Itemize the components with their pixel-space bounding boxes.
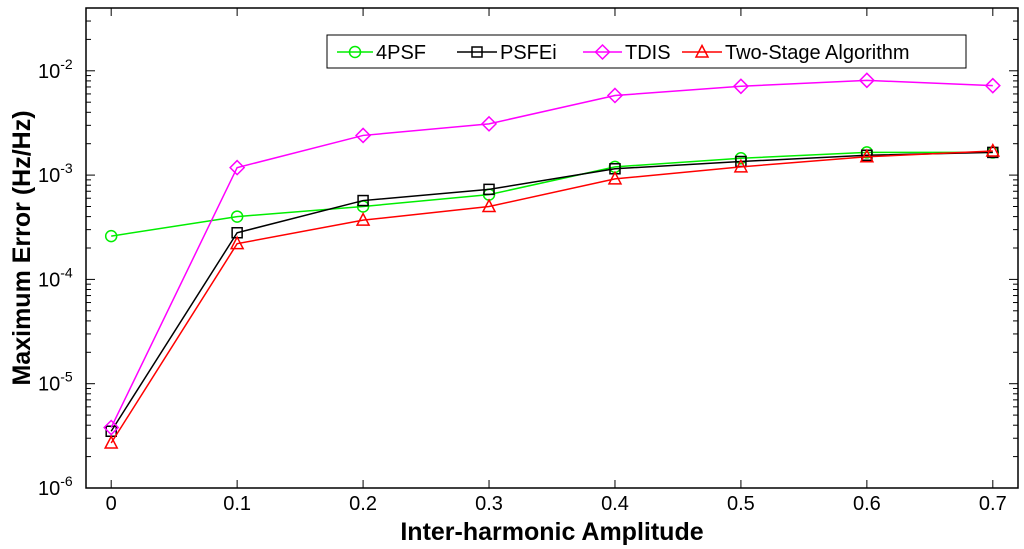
data-point-tdis [229,159,246,176]
data-point-tdis [103,419,120,436]
x-tick-label: 0.7 [979,493,1007,515]
data-point-two-stage-algorithm [859,148,875,163]
legend-label-psfei: PSFEi [500,42,557,64]
x-tick-label: 0.6 [853,493,881,515]
series-line-two-stage-algorithm [110,150,993,444]
y-tick-label: 10-2 [38,56,73,83]
series-line-tdis [110,79,993,428]
data-point-psfei [483,183,495,196]
data-point-two-stage-algorithm [229,235,245,250]
x-tick-label: 0.2 [349,493,377,515]
legend-marker-psfei [471,46,483,58]
y-tick-label: 10-3 [38,160,73,187]
series-tdis [103,72,1001,436]
data-point-two-stage-algorithm [733,158,749,173]
data-point-two-stage-algorithm [355,212,371,226]
data-point-psfei [357,194,369,207]
x-axis: 0 0.1 0.2 0.3 0.4 0.5 0.6 0.7 [106,8,1007,515]
data-point-psfei [987,146,999,159]
data-point-tdis [355,127,372,144]
legend-marker-two-stage-algorithm [694,43,710,58]
data-point-two-stage-algorithm [985,142,1001,157]
data-point-tdis [480,115,498,132]
series-line-4psf [111,151,993,237]
series-line-psfei [110,151,993,432]
data-point-tdis [732,78,749,95]
data-point-tdis [984,77,1001,94]
y-tick-label: 10-6 [38,473,73,500]
legend-label-tdis: TDIS [625,42,671,64]
data-point-4psf [230,210,244,223]
legend-marker-tdis [594,43,611,61]
series-two-stage-algorithm [103,142,1001,449]
y-tick-label: 10-5 [38,369,73,396]
data-point-two-stage-algorithm [103,434,119,449]
y-axis: 10-6 10-5 10-4 10-3 10-2 [38,7,1018,500]
legend-label-4psf: 4PSF [376,42,426,64]
legend-marker-4psf [348,45,362,59]
series-layer [103,72,1001,449]
legend: 4PSF PSFEi TDIS Two-Stage Algorithm [326,34,967,69]
plot-area [85,7,1019,489]
y-axis-title: Maximum Error (Hz/Hz) [8,110,36,385]
data-point-tdis [858,72,875,89]
data-point-tdis [606,87,624,104]
data-point-two-stage-algorithm [481,198,497,213]
data-point-two-stage-algorithm [607,170,623,185]
legend-label-two-stage-algorithm: Two-Stage Algorithm [725,42,910,64]
legend-box [326,34,967,69]
data-point-4psf [104,229,118,243]
x-tick-label: 0 [106,493,117,515]
x-axis-title: Inter-harmonic Amplitude [400,518,703,546]
x-tick-label: 0.1 [223,493,251,515]
x-tick-label: 0.5 [727,493,755,515]
x-tick-label: 0.3 [475,493,503,515]
y-tick-label: 10-4 [38,264,73,291]
x-tick-label: 0.4 [601,493,629,515]
